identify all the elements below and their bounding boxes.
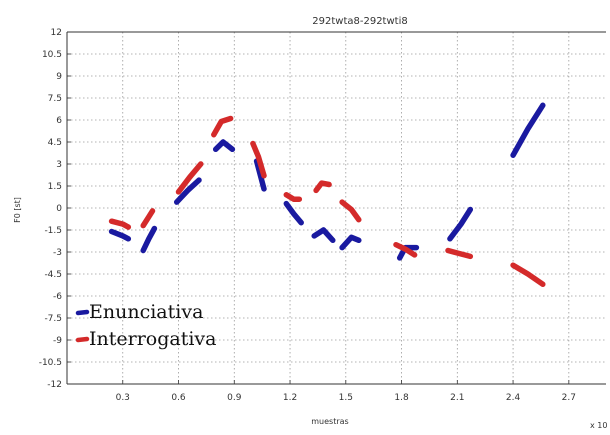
tick-labels: 12 10.5 9 7.5 6 4.5 3 1.5 0 -1.5 -3 -4.5 -6 -7.5 -9 -10… [39, 28, 576, 403]
y-tick-label: -7.5 [44, 314, 62, 324]
x-axis-label: muestras [311, 417, 348, 426]
series-segment [140, 208, 156, 229]
y-tick-label: 0 [56, 204, 62, 214]
y-tick-label: -10.5 [39, 358, 62, 368]
series-segment [393, 241, 418, 258]
x-axis-multiplier: x 10 [590, 421, 607, 430]
y-tick-label: 9 [56, 72, 62, 82]
x-tick-label: 0.6 [171, 393, 186, 403]
x-tick-label: 0.9 [227, 393, 242, 403]
x-tick-label: 2.4 [506, 393, 521, 403]
series-segment [175, 161, 204, 195]
x-tick-label: 2.1 [450, 393, 464, 403]
series-segment [140, 225, 158, 254]
series-segment [445, 247, 474, 260]
y-tick-label: 6 [56, 116, 62, 126]
y-tick-label: 7.5 [48, 94, 62, 104]
y-tick-label: -12 [47, 380, 62, 390]
legend-label: Enunciativa [89, 301, 203, 323]
series-segment [253, 158, 267, 192]
y-tick-label: 10.5 [42, 50, 62, 60]
series-segment [283, 192, 303, 202]
chart-title: 292twta8-292twti8 [312, 16, 407, 27]
x-tick-label: 1.8 [394, 393, 409, 403]
y-tick-label: -4.5 [44, 270, 62, 280]
x-tick-label: 2.7 [562, 393, 576, 403]
x-tick-label: 0.3 [116, 393, 130, 403]
series-segment [510, 262, 546, 288]
legend-swatch [75, 336, 90, 343]
y-tick-label: 4.5 [48, 138, 62, 148]
series-enunciativa [108, 102, 546, 261]
series-segment [510, 102, 546, 158]
series-segment [173, 177, 202, 205]
plot-frame [66, 31, 606, 385]
y-tick-label: 3 [56, 160, 62, 170]
x-tick-label: 1.2 [283, 393, 297, 403]
y-tick-label: 1.5 [48, 182, 62, 192]
series-segment [339, 234, 362, 251]
series-layer [108, 102, 546, 288]
y-tick-label: 12 [51, 28, 62, 38]
legend-swatch [75, 309, 90, 316]
series-segment [250, 140, 267, 179]
series-segment [339, 199, 362, 223]
y-tick-label: -9 [53, 336, 62, 346]
series-segment [311, 227, 336, 244]
series-segment [212, 139, 236, 153]
legend: Enunciativa Interrogativa [75, 301, 217, 350]
series-segment [108, 218, 132, 230]
x-tick-label: 1.5 [339, 393, 353, 403]
series-interrogativa [108, 115, 546, 288]
series-segment [283, 200, 304, 226]
y-axis-label: F0 [st] [13, 197, 22, 223]
series-segment [211, 115, 234, 138]
y-tick-label: -1.5 [44, 226, 62, 236]
y-tick-label: -6 [53, 292, 62, 302]
y-tick-label: -3 [53, 248, 62, 258]
legend-label: Interrogativa [89, 328, 217, 350]
series-segment [313, 180, 332, 194]
series-segment [447, 206, 474, 242]
series-segment [108, 228, 132, 242]
